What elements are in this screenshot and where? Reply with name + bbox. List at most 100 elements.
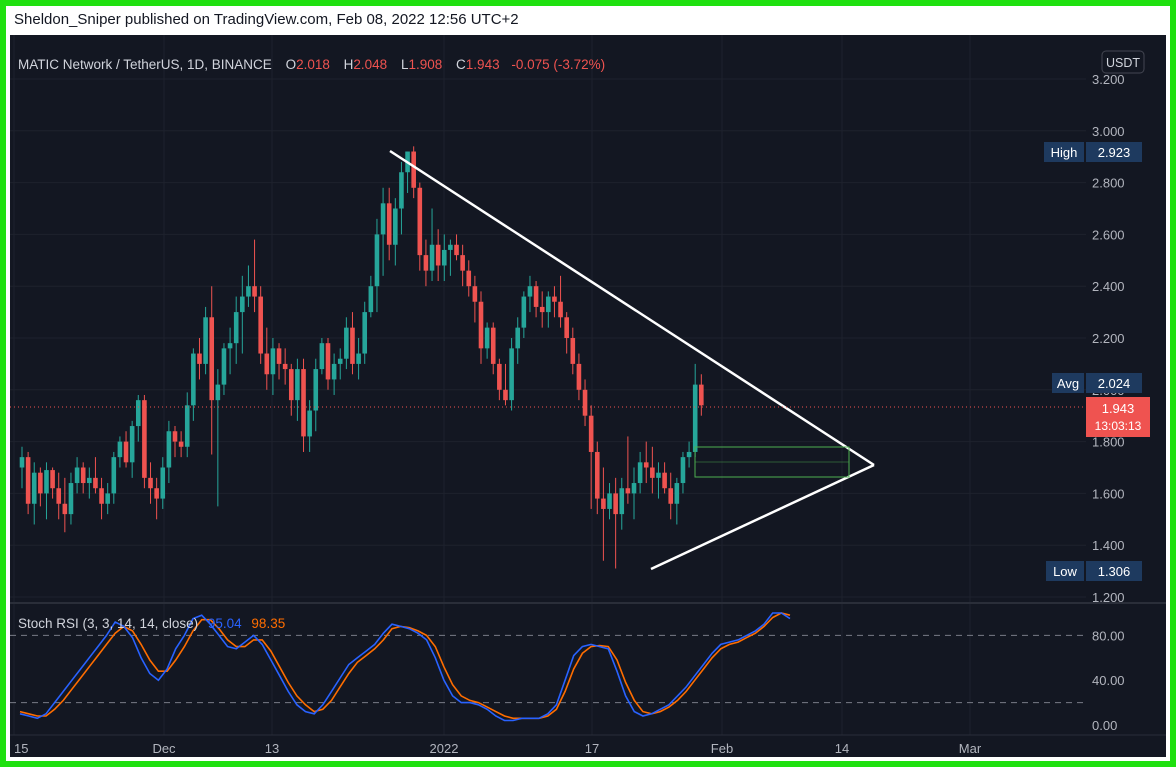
- candle-body: [607, 493, 612, 509]
- candle-body: [246, 286, 251, 297]
- low-label: Low 1.306: [1046, 561, 1142, 581]
- candle-body: [515, 327, 521, 349]
- rsi-k-line: [19, 612, 791, 722]
- candle-body: [264, 353, 270, 375]
- candle-body: [656, 472, 661, 478]
- candle-body: [233, 312, 239, 344]
- candle-body: [368, 286, 374, 313]
- price-tick: 2.400: [1092, 279, 1125, 294]
- price-tick: 3.200: [1092, 72, 1125, 87]
- candle-body: [570, 338, 576, 364]
- candle-body: [417, 187, 423, 256]
- price-chart[interactable]: 3.2003.0002.8002.6002.4002.2002.0001.800…: [10, 35, 1166, 757]
- rsi-legend: Stoch RSI (3, 3, 14, 14, close) 95.04 98…: [18, 616, 285, 631]
- candle-body: [674, 483, 680, 504]
- candle-body: [484, 327, 490, 349]
- currency-label: USDT: [1106, 56, 1140, 70]
- legend-o-value: 2.018: [296, 57, 330, 72]
- high-tag: High: [1051, 145, 1078, 160]
- candle-body: [62, 503, 68, 515]
- candle-body: [135, 400, 141, 427]
- chart-area[interactable]: 3.2003.0002.8002.6002.4002.2002.0001.800…: [10, 35, 1166, 757]
- candle-body: [380, 203, 386, 235]
- candle-body: [337, 358, 343, 364]
- rsi-tick: 0.00: [1092, 718, 1117, 733]
- time-tick: Dec: [152, 741, 176, 756]
- legend-l-value: 1.908: [408, 57, 442, 72]
- legend-h-label: H: [344, 57, 354, 72]
- candle-body: [93, 477, 98, 489]
- candle-body: [411, 151, 416, 188]
- candle-body: [594, 451, 600, 499]
- candle-body: [686, 451, 692, 458]
- candle-body: [166, 431, 172, 468]
- candle-body: [197, 353, 202, 364]
- candle-body: [699, 384, 704, 406]
- candle-body: [441, 249, 447, 266]
- price-tick: 2.200: [1092, 331, 1125, 346]
- candle-body: [19, 457, 25, 468]
- candle-body: [227, 343, 233, 349]
- legend-o-label: O: [286, 57, 297, 72]
- candle-body: [478, 301, 484, 349]
- lower-trendline[interactable]: [650, 463, 875, 571]
- candle-body: [668, 488, 674, 504]
- high-value: 2.923: [1098, 145, 1131, 160]
- candle-body: [692, 384, 698, 452]
- time-tick: 13: [265, 741, 279, 756]
- candle-body: [650, 467, 655, 478]
- stoch-rsi-pane: [10, 612, 1086, 722]
- screenshot-frame: Sheldon_Sniper published on TradingView.…: [6, 6, 1170, 761]
- candle-body: [558, 301, 563, 318]
- candle-body: [460, 255, 465, 271]
- candle-body: [521, 296, 527, 328]
- candle-body: [643, 462, 649, 468]
- price-tick: 2.600: [1092, 227, 1125, 242]
- candle-body: [240, 296, 245, 313]
- price-tick: 1.800: [1092, 435, 1125, 450]
- time-tick: Feb: [711, 741, 733, 756]
- candle-body: [619, 488, 625, 515]
- candle-body: [68, 483, 74, 515]
- candle-body: [178, 441, 184, 447]
- candle-body: [172, 431, 178, 442]
- candle-body: [509, 348, 514, 401]
- trendline-drawings[interactable]: [389, 149, 875, 571]
- rsi-tick: 80.00: [1092, 628, 1125, 643]
- candle-body: [527, 286, 533, 297]
- legend-l-label: L: [401, 57, 409, 72]
- rsi-k-value: 95.04: [208, 616, 242, 631]
- candle-body: [282, 363, 288, 370]
- candle-body: [429, 244, 435, 271]
- upper-trendline[interactable]: [389, 149, 875, 467]
- candle-body: [637, 462, 643, 484]
- legend-line: MATIC Network / TetherUS, 1D, BINANCE O2…: [18, 57, 605, 72]
- candle-body: [25, 457, 31, 504]
- candle-body: [276, 348, 282, 364]
- candle-body: [105, 493, 110, 504]
- currency-button[interactable]: USDT: [1101, 50, 1145, 74]
- candle-body: [680, 457, 686, 484]
- candle-body: [546, 296, 551, 313]
- candle-body: [582, 389, 588, 416]
- candle-body: [613, 493, 618, 515]
- candle-body: [313, 369, 319, 411]
- price-tick: 1.400: [1092, 538, 1125, 553]
- price-tick: 1.200: [1092, 590, 1125, 605]
- candles: [19, 146, 704, 569]
- candle-body: [44, 470, 49, 494]
- candle-body: [148, 477, 153, 489]
- candle-body: [215, 384, 221, 401]
- candle-body: [74, 467, 80, 484]
- candle-body: [497, 363, 502, 390]
- candle-body: [270, 348, 276, 375]
- candle-body: [142, 400, 147, 478]
- candle-body: [331, 363, 337, 380]
- publish-header: Sheldon_Sniper published on TradingView.…: [6, 6, 1170, 34]
- rsi-axis-ticks: 80.00 40.00 0.00: [1092, 628, 1125, 733]
- grid-lines: [10, 35, 1086, 735]
- candle-body: [203, 317, 208, 364]
- time-axis-ticks: 15 Dec 13 2022 17 Feb 14 Mar: [14, 741, 982, 756]
- candle-body: [374, 234, 380, 287]
- candle-body: [31, 472, 37, 504]
